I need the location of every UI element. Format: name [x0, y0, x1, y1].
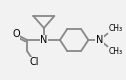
Text: CH₃: CH₃ — [109, 47, 123, 56]
Text: N: N — [40, 35, 48, 45]
Text: N: N — [96, 35, 103, 45]
Text: Cl: Cl — [30, 57, 39, 67]
Text: CH₃: CH₃ — [109, 24, 123, 33]
Text: O: O — [12, 29, 20, 39]
